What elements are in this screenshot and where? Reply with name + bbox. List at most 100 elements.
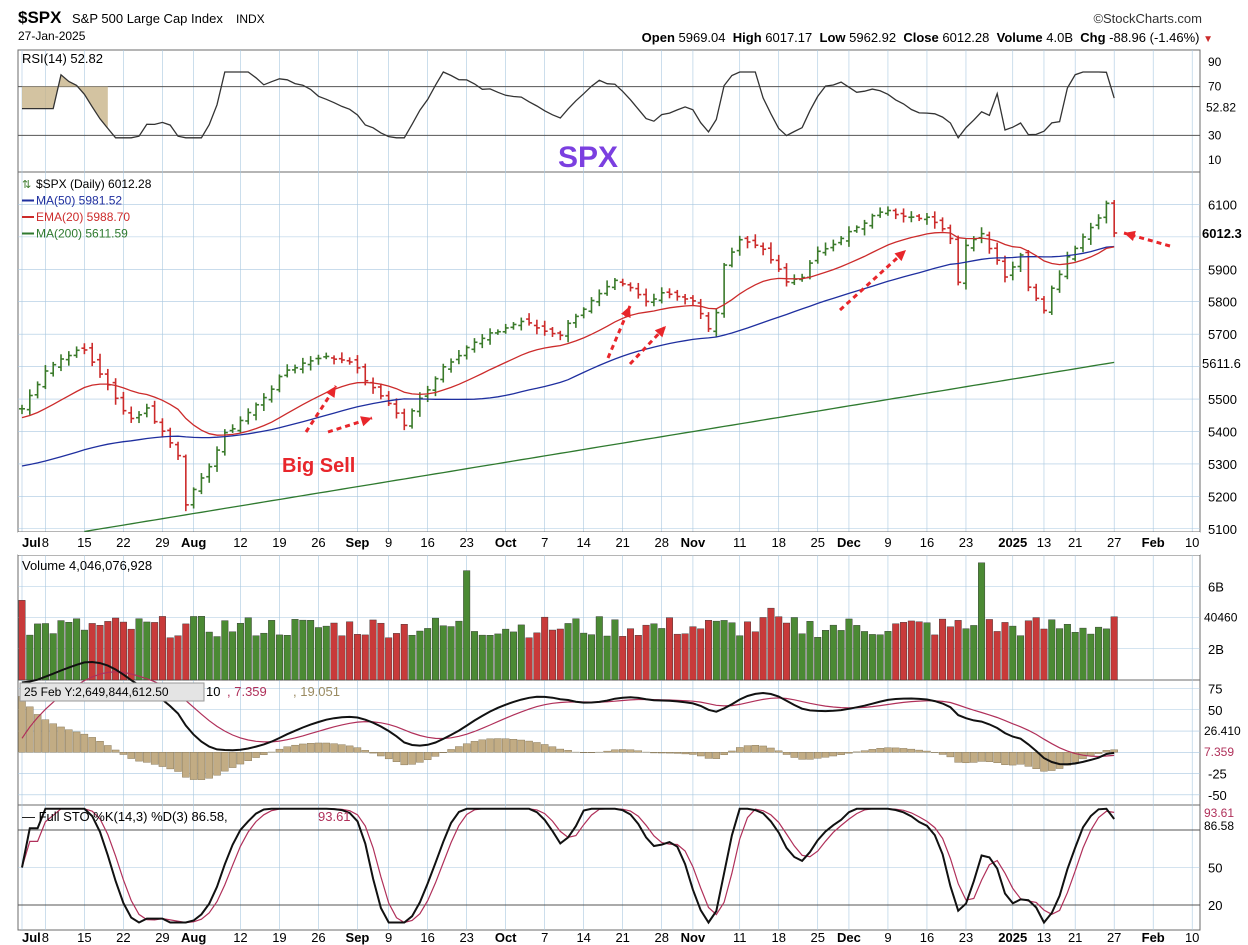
macd-histogram-bar <box>330 743 338 753</box>
volume-bar <box>876 634 884 681</box>
macd-histogram-bar <box>228 752 237 768</box>
macd-legend-value-0: 10 <box>206 684 220 699</box>
ma200-last-label: 5611.6 <box>1202 356 1241 371</box>
volume-label: Volume <box>996 30 1043 45</box>
volume-bar <box>681 633 689 681</box>
volume-bar <box>291 619 299 681</box>
x-tick-28: 28 <box>654 930 668 945</box>
volume-bar <box>1079 627 1087 681</box>
macd-histogram-bar <box>564 750 572 753</box>
volume-bar <box>525 637 533 681</box>
volume-bar <box>314 627 322 681</box>
macd-histogram-bar <box>104 745 112 753</box>
macd-histogram-bar <box>135 752 143 762</box>
macd-histogram-bar <box>236 752 245 765</box>
macd-histogram-bar <box>665 752 674 754</box>
volume-bar <box>471 631 478 681</box>
macd-histogram-bar <box>400 752 408 766</box>
macd-tooltip: 25 Feb Y:2,649,844,612.50 <box>24 685 169 699</box>
volume-bar <box>978 562 986 681</box>
volume-bar <box>400 624 408 681</box>
volume-bar <box>1009 625 1017 681</box>
macd-histogram-bar <box>96 741 104 753</box>
x-tick-27: 27 <box>1107 930 1121 945</box>
macd-histogram-bar <box>775 750 783 753</box>
price-legend-icon: ⇅ <box>22 179 31 191</box>
chart-title: SPX <box>558 141 618 174</box>
volume-bar <box>759 617 767 681</box>
ma200-line <box>84 361 1115 533</box>
macd-histogram-bar <box>634 750 643 753</box>
x-tick-Aug: Aug <box>181 535 206 550</box>
x-tick-9: 9 <box>385 930 392 945</box>
volume-bar <box>346 621 354 681</box>
volume-bar <box>728 622 736 681</box>
x-tick-Jul: Jul <box>22 535 41 550</box>
volume-bar <box>275 634 283 681</box>
volume-bar <box>1048 619 1056 681</box>
volume-bar <box>907 620 915 681</box>
macd-histogram-bar <box>899 748 908 753</box>
low-label: Low <box>819 30 846 45</box>
volume-bar <box>112 617 120 681</box>
rsi-tick-70: 70 <box>1208 80 1222 94</box>
macd-histogram-bar <box>579 752 588 753</box>
x-tick-Sep: Sep <box>346 535 370 550</box>
macd-histogram-bar <box>166 752 174 770</box>
macd-histogram-bar <box>743 745 752 753</box>
volume-bar <box>49 633 57 681</box>
macd-histogram-bar <box>26 706 34 753</box>
macd-histogram-bar <box>681 752 689 755</box>
open-value: 5969.04 <box>678 30 726 45</box>
volume-bar <box>322 625 330 681</box>
volume-bar <box>158 616 166 681</box>
macd-histogram-bar <box>338 744 346 753</box>
macd-histogram-bar <box>197 752 206 780</box>
volume-bar <box>673 633 681 681</box>
volume-bar <box>736 635 744 681</box>
macd-histogram-bar <box>868 749 877 753</box>
x-tick-7: 7 <box>541 930 548 945</box>
volume-bar <box>985 619 993 681</box>
macd-histogram-bar <box>954 752 962 763</box>
x-tick-23: 23 <box>959 930 973 945</box>
x-tick-19: 19 <box>272 535 286 550</box>
volume-bar <box>221 620 229 681</box>
volume-bar <box>416 630 424 681</box>
rsi-tick-90: 90 <box>1208 55 1222 69</box>
volume-bar <box>564 623 572 681</box>
volume-bar <box>369 619 377 681</box>
close-value: 6012.28 <box>942 30 990 45</box>
macd-histogram-bar <box>1024 752 1033 767</box>
macd-histogram-bar <box>946 752 955 758</box>
x-tick-8: 8 <box>42 930 49 945</box>
macd-histogram-bar <box>158 752 167 767</box>
macd-histogram-bar <box>431 752 440 757</box>
x-tick-2025: 2025 <box>998 930 1027 945</box>
x-tick-23: 23 <box>959 535 973 550</box>
date-strip <box>18 532 1200 555</box>
x-tick-Aug: Aug <box>181 930 206 945</box>
volume-bar <box>642 624 650 681</box>
macd-histogram-bar <box>127 752 135 759</box>
macd-histogram-bar <box>556 748 565 753</box>
macd-histogram-bar <box>501 738 510 753</box>
macd-legend-value-1: , 7.359 <box>227 684 267 699</box>
price-tick-6100: 6100 <box>1208 197 1237 212</box>
macd-histogram-bar <box>299 743 307 753</box>
volume-bar <box>1024 620 1032 681</box>
symbol: $SPX <box>18 8 62 27</box>
macd-histogram-bar <box>478 739 486 753</box>
price-tick-5800: 5800 <box>1208 295 1237 310</box>
macd-histogram-bar <box>704 752 713 759</box>
macd-histogram-bar <box>244 752 252 761</box>
macd-last-label: 26.410 <box>1204 724 1241 738</box>
volume-bar <box>73 618 81 681</box>
volume-bar <box>556 628 564 681</box>
macd-histogram-bar <box>837 752 845 755</box>
ema20-line <box>21 231 1115 436</box>
macd-histogram-bar <box>915 749 923 753</box>
volume-bar <box>666 617 673 681</box>
brand: ©StockCharts.com <box>1093 11 1202 26</box>
macd-histogram-bar <box>962 752 970 764</box>
